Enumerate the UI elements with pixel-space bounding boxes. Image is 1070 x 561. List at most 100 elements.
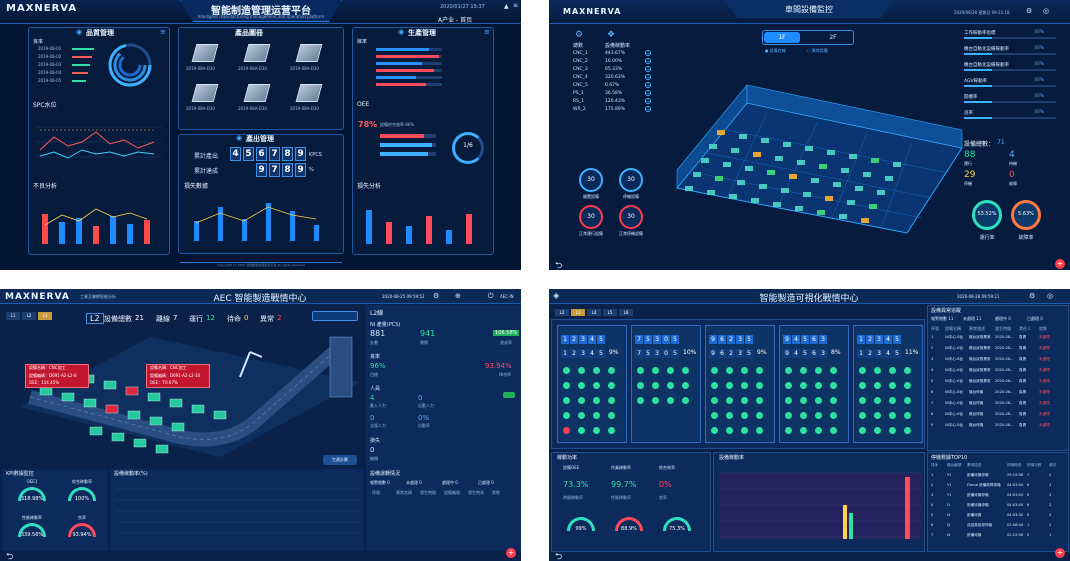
machine-dot[interactable] xyxy=(563,397,570,404)
add-button[interactable]: + xyxy=(1055,259,1065,269)
machine-dot[interactable] xyxy=(563,367,570,374)
machine-dot[interactable] xyxy=(578,397,585,404)
floor-tab-1f[interactable]: 1F xyxy=(764,32,800,43)
machine-dot[interactable] xyxy=(889,412,896,419)
machine-dot[interactable] xyxy=(608,427,615,434)
machine-dot[interactable] xyxy=(726,412,733,419)
machine-dot[interactable] xyxy=(726,427,733,434)
machine-dot[interactable] xyxy=(726,382,733,389)
machine-dot[interactable] xyxy=(785,412,792,419)
line-tab[interactable]: L2 xyxy=(22,312,36,320)
machine-dot[interactable] xyxy=(652,367,659,374)
machine-dot[interactable] xyxy=(889,397,896,404)
user-icon[interactable]: ◎ xyxy=(1047,292,1054,300)
machine-dot[interactable] xyxy=(682,397,689,404)
machine-dot[interactable] xyxy=(608,367,615,374)
device-popup-1[interactable] xyxy=(25,364,89,388)
device-add-icon[interactable]: + xyxy=(645,58,651,64)
machine-dot[interactable] xyxy=(785,367,792,374)
machine-dot[interactable] xyxy=(800,427,807,434)
machine-dot[interactable] xyxy=(859,397,866,404)
machine-dot[interactable] xyxy=(578,382,585,389)
machine-dot[interactable] xyxy=(800,382,807,389)
quality-menu-icon[interactable]: ≡ xyxy=(160,28,166,36)
add-button[interactable]: + xyxy=(1055,548,1065,558)
machine-dot[interactable] xyxy=(756,382,763,389)
status-circle[interactable]: 30 xyxy=(619,205,643,229)
settings-icon[interactable]: ⚙ xyxy=(1026,7,1033,15)
machine-dot[interactable] xyxy=(800,367,807,374)
machine-dot[interactable] xyxy=(859,412,866,419)
brand-logo-icon[interactable]: ◈ xyxy=(553,291,560,300)
machine-dot[interactable] xyxy=(815,367,822,374)
factory-3d-view[interactable] xyxy=(667,58,967,248)
machine-dot[interactable] xyxy=(830,397,837,404)
machine-dot[interactable] xyxy=(578,427,585,434)
machine-dot[interactable] xyxy=(904,397,911,404)
machine-dot[interactable] xyxy=(741,427,748,434)
machine-dot[interactable] xyxy=(637,397,644,404)
machine-dot[interactable] xyxy=(800,397,807,404)
back-icon[interactable]: ⮌ xyxy=(555,261,563,270)
line-tab[interactable]: L3 xyxy=(38,312,52,320)
machine-dot[interactable] xyxy=(756,397,763,404)
machine-dot[interactable] xyxy=(711,367,718,374)
machine-dot[interactable] xyxy=(711,397,718,404)
line-tab[interactable]: L5 xyxy=(603,309,617,316)
brand-logo[interactable]: MAXNERVA xyxy=(6,3,78,14)
production-menu-icon[interactable]: ≡ xyxy=(484,28,490,36)
settings-icon[interactable]: ⚙ xyxy=(1029,292,1036,300)
machine-dot[interactable] xyxy=(667,382,674,389)
machine-dot[interactable] xyxy=(859,367,866,374)
line-tab[interactable]: L4 xyxy=(587,309,601,316)
machine-dot[interactable] xyxy=(741,382,748,389)
brand-logo[interactable]: MAXNERVA xyxy=(563,7,622,16)
add-button[interactable]: + xyxy=(506,548,516,558)
machine-dot[interactable] xyxy=(800,412,807,419)
production-line-3d[interactable] xyxy=(0,327,364,462)
machine-dot[interactable] xyxy=(874,382,881,389)
device-add-icon[interactable]: + xyxy=(645,66,651,72)
machine-dot[interactable] xyxy=(830,367,837,374)
machine-dot[interactable] xyxy=(593,382,600,389)
machine-dot[interactable] xyxy=(815,412,822,419)
machine-dot[interactable] xyxy=(637,382,644,389)
machine-dot[interactable] xyxy=(563,412,570,419)
device-add-icon[interactable]: + xyxy=(645,82,651,88)
machine-dot[interactable] xyxy=(593,427,600,434)
globe-icon[interactable]: ⊕ xyxy=(455,292,461,300)
machine-dot[interactable] xyxy=(741,397,748,404)
status-circle[interactable]: 30 xyxy=(579,205,603,229)
line-tab[interactable]: L1 xyxy=(6,312,20,320)
line-tab[interactable]: L3 xyxy=(571,309,585,316)
machine-dot[interactable] xyxy=(859,382,866,389)
menu-icon[interactable]: ≡ xyxy=(513,2,519,9)
machine-dot[interactable] xyxy=(904,412,911,419)
back-icon[interactable]: ⮌ xyxy=(6,552,14,561)
settings-toggle-button[interactable] xyxy=(312,311,358,321)
production-plan-button[interactable]: 生產計劃 xyxy=(323,455,357,465)
floor-tab-2f[interactable]: 2F xyxy=(829,34,837,41)
machine-dot[interactable] xyxy=(830,427,837,434)
machine-dot[interactable] xyxy=(726,367,733,374)
machine-dot[interactable] xyxy=(682,382,689,389)
machine-dot[interactable] xyxy=(785,382,792,389)
machine-dot[interactable] xyxy=(637,367,644,374)
machine-dot[interactable] xyxy=(756,427,763,434)
device-popup-2[interactable] xyxy=(146,364,210,388)
machine-dot[interactable] xyxy=(785,427,792,434)
line-tab[interactable]: L2 xyxy=(555,309,569,316)
machine-dot[interactable] xyxy=(889,427,896,434)
device-add-icon[interactable]: + xyxy=(645,74,651,80)
machine-dot[interactable] xyxy=(874,412,881,419)
machine-dot[interactable] xyxy=(593,397,600,404)
status-circle[interactable]: 30 xyxy=(619,168,643,192)
machine-dot[interactable] xyxy=(815,382,822,389)
machine-dot[interactable] xyxy=(889,367,896,374)
machine-dot[interactable] xyxy=(608,382,615,389)
machine-dot[interactable] xyxy=(756,412,763,419)
machine-dot[interactable] xyxy=(904,427,911,434)
machine-dot[interactable] xyxy=(874,397,881,404)
machine-dot[interactable] xyxy=(815,397,822,404)
machine-dot[interactable] xyxy=(726,397,733,404)
